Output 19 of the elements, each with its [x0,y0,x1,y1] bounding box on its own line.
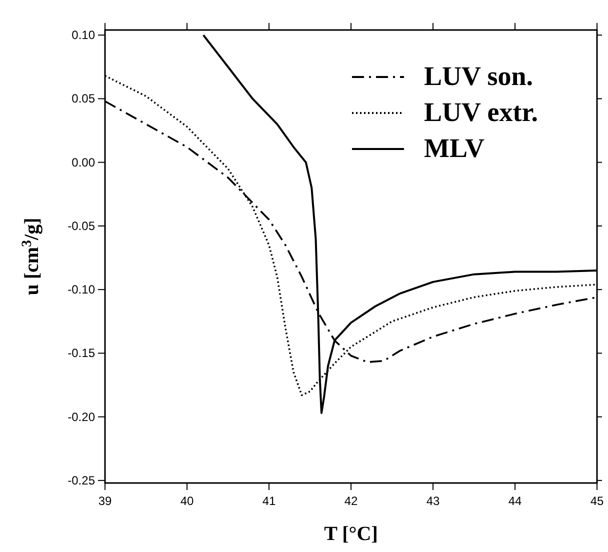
y-tick-label: -0.05 [68,218,96,233]
y-tick-label: -0.20 [68,410,96,424]
x-tick-label: 43 [426,494,440,508]
y-tick-label: -0.15 [68,346,96,360]
x-tick-label: 40 [180,494,194,508]
legend-label: LUV son. [424,61,534,91]
y-tick-label: 0.00 [72,155,96,170]
y-tick-label: -0.25 [68,473,96,488]
x-tick-label: 42 [344,494,358,508]
legend-label: MLV [424,133,486,163]
y-tick-label: -0.10 [68,282,96,297]
x-tick-label: 45 [590,494,604,508]
x-tick-label: 41 [262,494,276,508]
x-axis-title: T [°C] [324,523,378,545]
y-tick-label: 0.05 [72,92,96,106]
y-tick-label: 0.10 [72,28,96,42]
x-tick-label: 39 [98,494,112,508]
x-tick-label: 44 [508,494,522,508]
legend-label: LUV extr. [424,97,538,127]
